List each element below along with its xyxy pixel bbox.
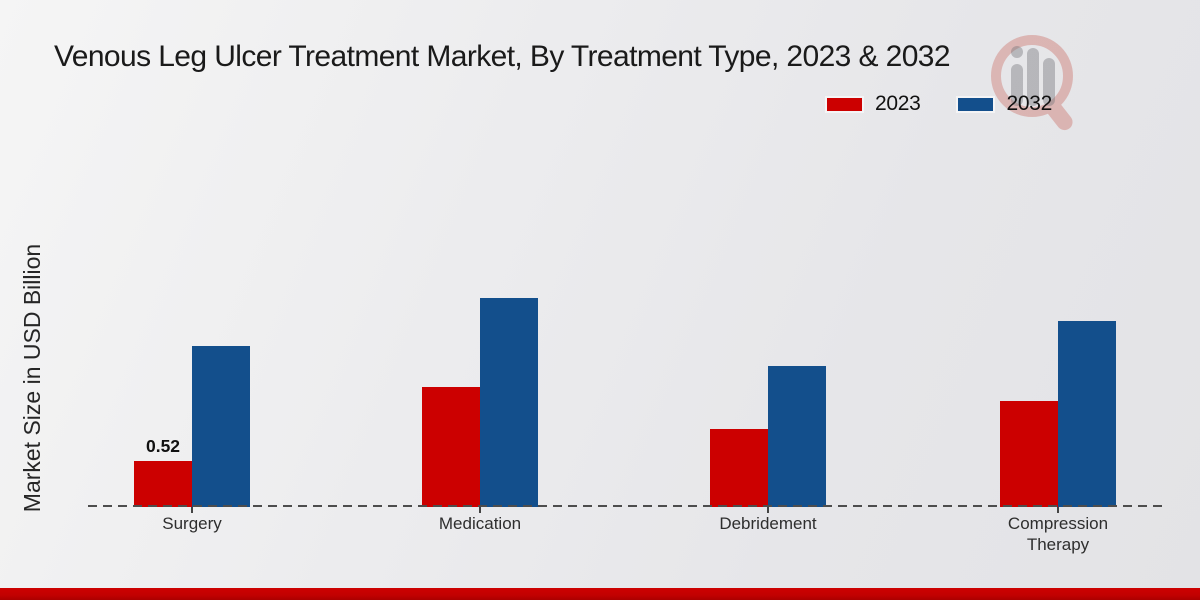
x-axis-tick-compression-therapy <box>1057 507 1059 513</box>
bottom-accent-bar <box>0 588 1200 600</box>
bar-2032-medication <box>480 298 538 507</box>
legend-item-2032: 2032 <box>958 92 1052 116</box>
category-label-debridement: Debridement <box>719 514 817 533</box>
chart-title: Venous Leg Ulcer Treatment Market, By Tr… <box>54 40 951 73</box>
bar-2023-medication <box>422 387 480 507</box>
x-axis-tick-surgery <box>191 507 193 513</box>
legend-swatch-2023 <box>826 97 862 111</box>
market-research-logo-watermark-icon <box>991 35 1073 131</box>
x-axis-baseline <box>88 505 1163 507</box>
legend-label-2032: 2032 <box>1006 92 1052 115</box>
legend-swatch-2032 <box>958 97 994 111</box>
bar-2032-surgery <box>192 346 250 507</box>
legend-label-2023: 2023 <box>874 92 921 115</box>
category-label-medication: Medication <box>438 514 522 533</box>
category-label-compression-therapy: Compression Therapy <box>1007 514 1109 554</box>
bar-2032-debridement <box>768 366 826 507</box>
bar-2023-compression-therapy <box>1000 401 1058 507</box>
bar-2023-debridement <box>710 429 768 507</box>
legend: 2023 2032 <box>826 92 1052 116</box>
category-label-surgery: Surgery <box>162 514 222 533</box>
x-axis-tick-medication <box>479 507 481 513</box>
bar-2032-compression-therapy <box>1058 321 1116 507</box>
x-axis-tick-debridement <box>767 507 769 513</box>
data-label-2023-surgery: 0.52 <box>145 436 181 456</box>
legend-item-2023: 2023 <box>826 92 921 116</box>
bar-2023-surgery <box>134 461 192 507</box>
